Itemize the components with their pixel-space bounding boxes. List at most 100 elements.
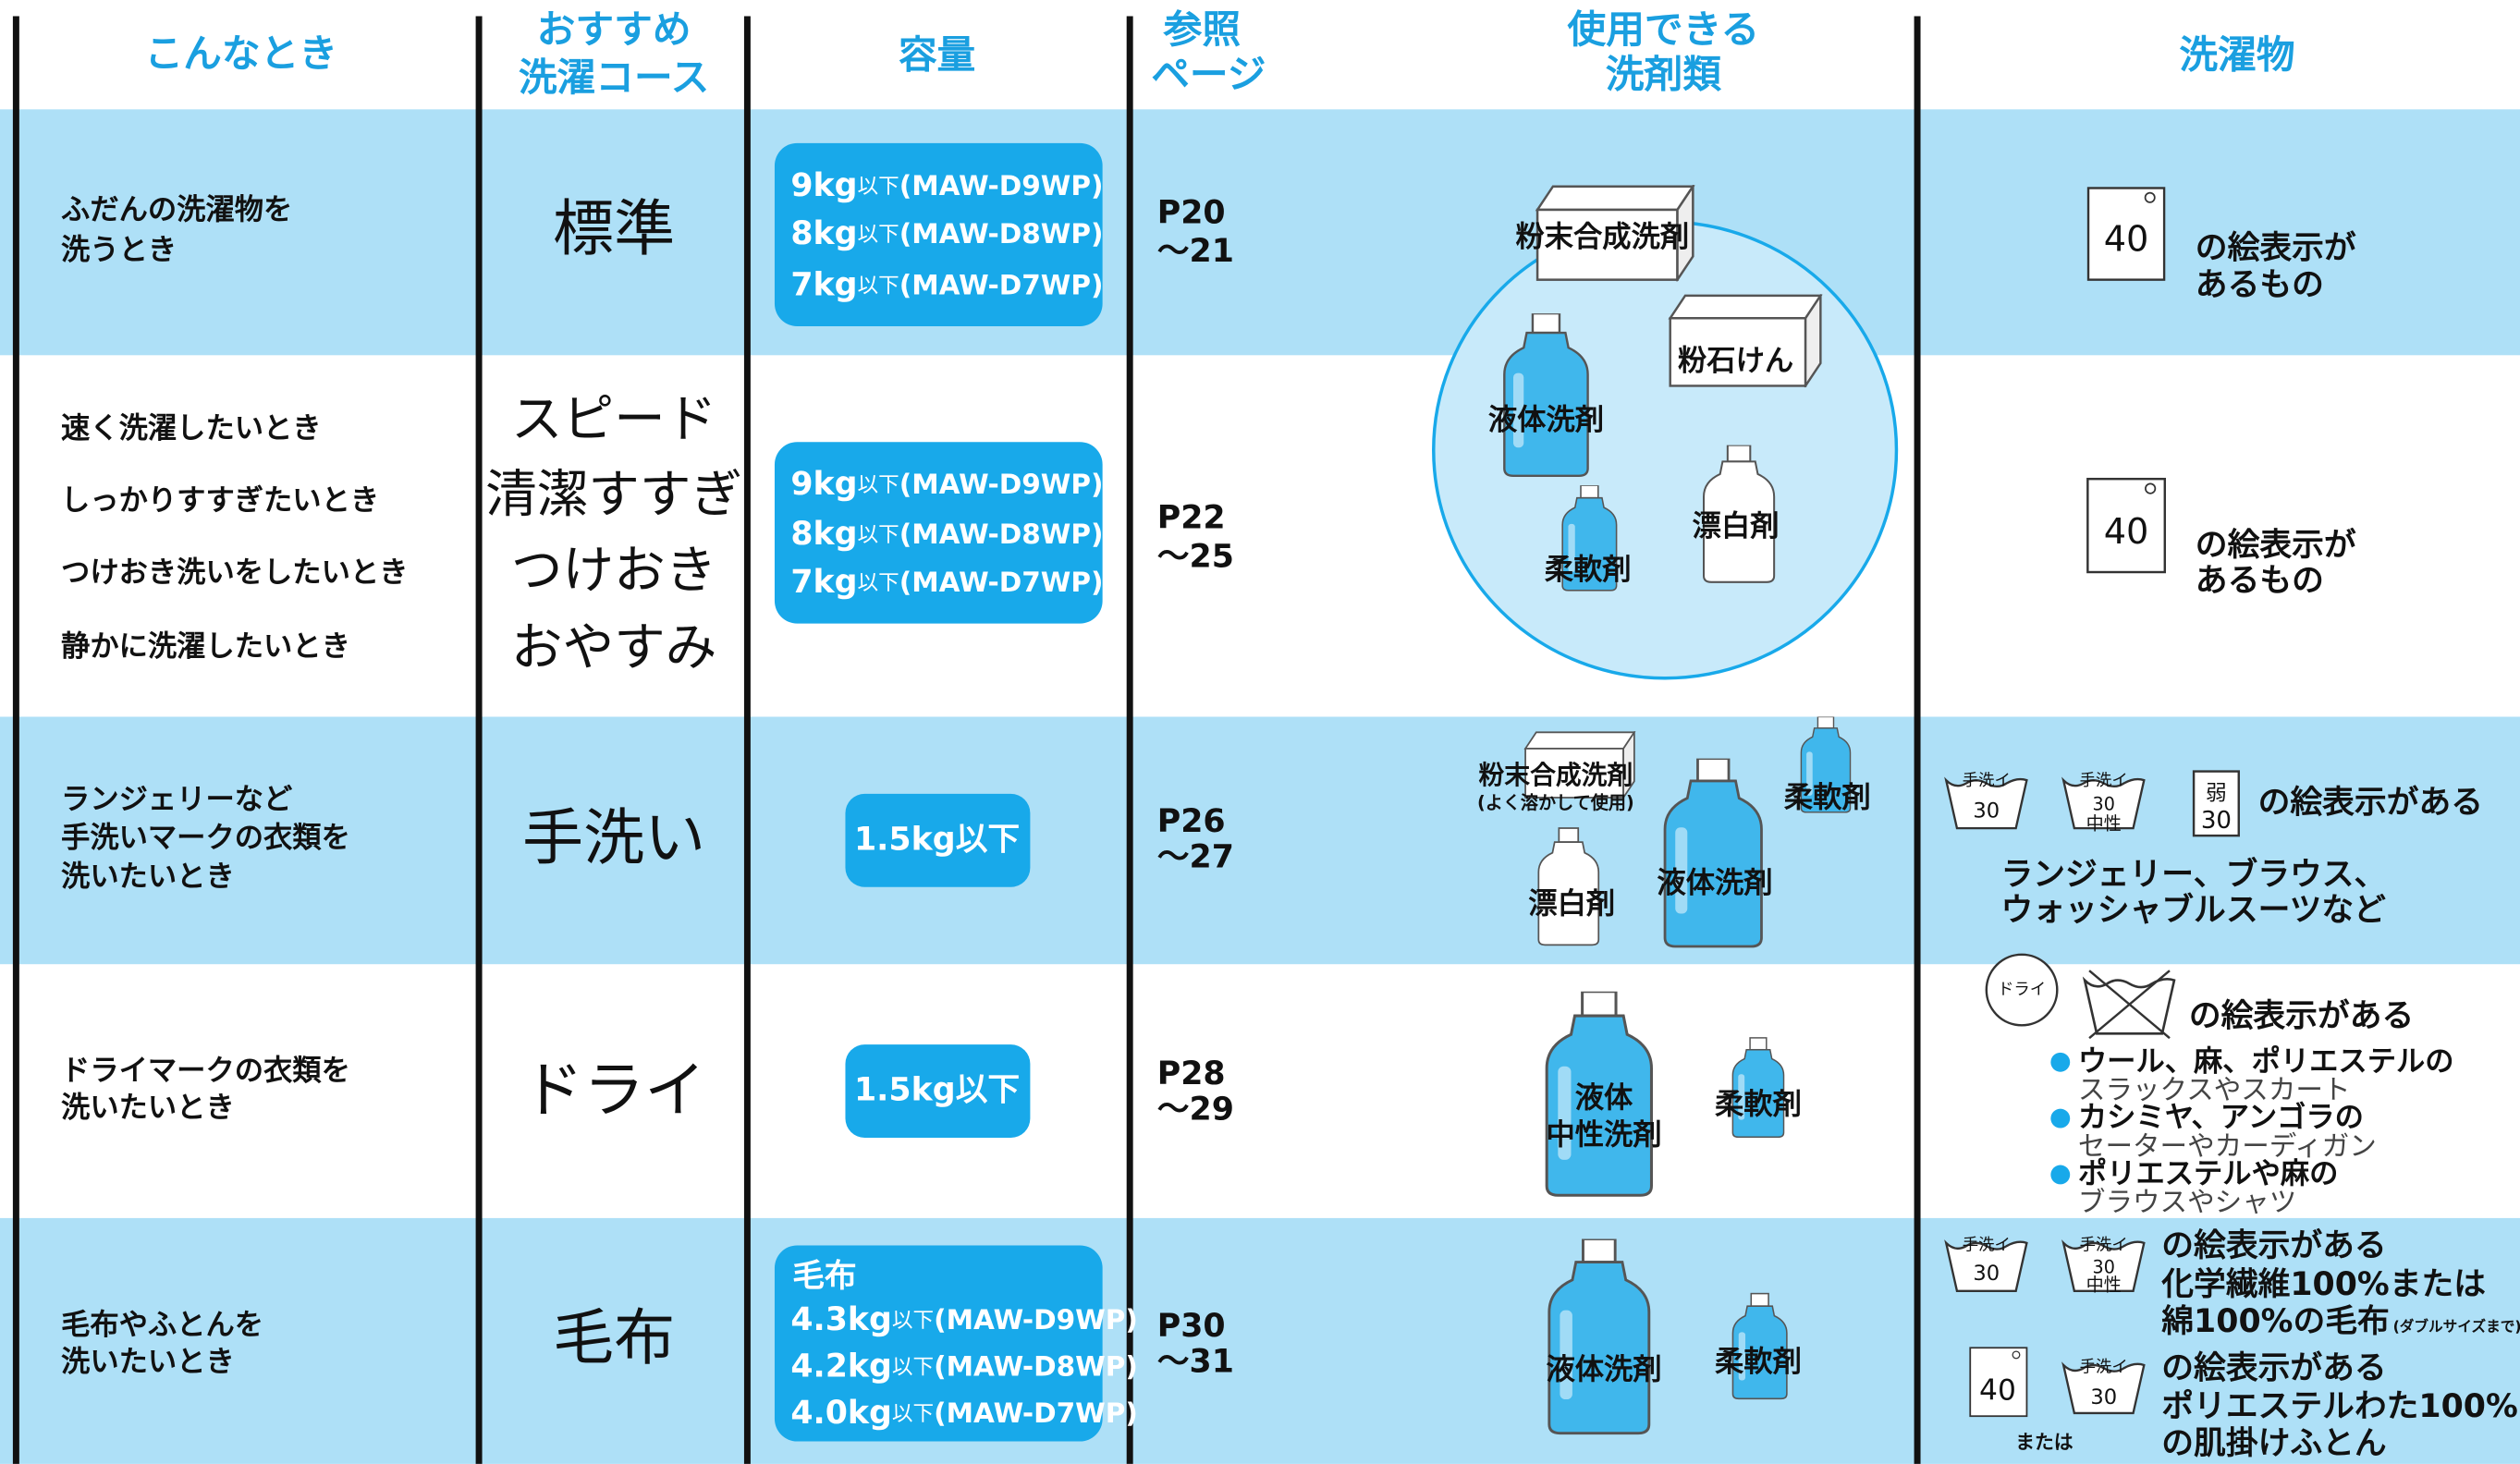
capacity-line: 4.2kg以下(MAW-D8WP): [790, 1348, 1138, 1385]
course: おやすみ: [511, 617, 717, 677]
amount: 4.0kg: [790, 1395, 892, 1432]
model: (MAW-D7WP): [899, 269, 1104, 300]
header: 洗剤類: [1606, 52, 1721, 97]
capacity-box: [845, 793, 1031, 887]
situation: 洗いたいとき: [61, 860, 235, 893]
amount: 8kg: [790, 516, 857, 553]
symbol-text: 30: [1973, 799, 2000, 824]
garment: スラックスやスカート: [2078, 1074, 2351, 1105]
model: (MAW-D8WP): [899, 217, 1104, 249]
amount: 9kg: [790, 167, 857, 204]
amount: 7kg: [790, 267, 857, 304]
amount: 9kg: [790, 466, 857, 503]
course: ドライ: [522, 1055, 705, 1126]
laundry-text: ポリエステルわた100%: [2161, 1387, 2518, 1425]
fabric: ポリエステルや麻の: [2078, 1157, 2339, 1190]
page-ref: ～21: [1157, 233, 1234, 270]
detergent: 液体: [1575, 1081, 1633, 1115]
detergent: 粉末合成洗剤: [1515, 220, 1689, 253]
symbol-text: 中性: [2086, 1274, 2122, 1295]
detergent: 液体洗剤: [1546, 1353, 1661, 1386]
page-ref: P30: [1157, 1308, 1226, 1345]
model: (MAW-D8WP): [934, 1350, 1138, 1382]
course: 毛布: [553, 1302, 675, 1373]
capacity-box: [774, 1245, 1103, 1442]
unit: 以下: [858, 174, 899, 198]
situation: 洗いたいとき: [61, 1092, 235, 1125]
amount: 7kg: [790, 564, 857, 601]
capacity-line: 8kg以下(MAW-D8WP): [790, 516, 1103, 553]
capacity-line: 9kg以下(MAW-D9WP): [790, 167, 1103, 204]
laundry-text: の絵表示がある: [2258, 784, 2483, 821]
garment: ブラウスやシャツ: [2078, 1187, 2296, 1218]
header: 洗濯物: [2179, 32, 2294, 78]
page-ref: ～25: [1157, 538, 1234, 575]
laundry-text: 綿100%の毛布: [2161, 1303, 2389, 1340]
page-ref: P28: [1157, 1055, 1226, 1092]
unit: 以下: [858, 523, 899, 547]
capacity-box: [845, 1044, 1031, 1138]
unit: 以下: [858, 222, 899, 246]
course: 清潔すすぎ: [485, 465, 742, 525]
model: (MAW-D9WP): [899, 169, 1104, 201]
situation: 洗いたいとき: [61, 1345, 235, 1378]
symbol-text: 30: [2201, 807, 2232, 835]
capacity-line: 1.5kg以下: [854, 821, 1020, 858]
page-ref: P26: [1157, 803, 1226, 840]
model: (MAW-D7WP): [899, 567, 1104, 598]
amount: 4.2kg: [790, 1348, 892, 1385]
situation: ドライマークの衣類を: [61, 1055, 350, 1088]
capacity-line: 1.5kg以下: [854, 1072, 1020, 1109]
bullet: [2050, 1108, 2071, 1128]
page-ref: ～27: [1157, 838, 1234, 875]
situation: 毛布やふとんを: [61, 1308, 263, 1341]
unit: 以下: [892, 1355, 934, 1379]
weak-symbol: [2192, 770, 2240, 837]
laundry-text: の絵表示がある: [2161, 1349, 2386, 1386]
laundry-text: 化学繊維100%または: [2160, 1266, 2486, 1303]
symbol-text: 手洗イ: [1963, 772, 2011, 790]
symbol-text: 手洗イ: [1963, 1236, 2011, 1254]
detergent: 液体洗剤: [1657, 866, 1772, 899]
laundry-text: あるもの: [2196, 267, 2324, 304]
amount: 8kg: [790, 215, 857, 252]
situation: 速く洗濯したいとき: [61, 411, 322, 445]
header: 容量: [899, 32, 975, 78]
no-wash-symbol: [2083, 978, 2176, 1035]
header: こんなとき: [144, 30, 337, 76]
situation: 静かに洗濯したいとき: [61, 630, 350, 664]
detergent: 粉末合成洗剤: [1478, 760, 1633, 790]
capacity-line: 7kg以下(MAW-D7WP): [790, 564, 1103, 601]
header: 参照: [1163, 6, 1241, 52]
detergent: 柔軟剤: [1545, 553, 1632, 586]
capacity-label: 毛布: [792, 1258, 857, 1295]
connector: または: [2015, 1431, 2073, 1453]
fabric: カシミヤ、アンゴラの: [2078, 1100, 2364, 1134]
symbol-text: 30: [2090, 1385, 2117, 1409]
situation: しっかりすすぎたいとき: [61, 484, 379, 518]
header: 使用できる: [1567, 6, 1759, 52]
laundry-text: あるもの: [2196, 562, 2324, 599]
detergent-note: (よく溶かして使用): [1477, 792, 1634, 813]
symbol-text: 40: [2104, 219, 2149, 260]
symbol-text: 30: [2093, 1256, 2115, 1277]
capacity-box: [774, 442, 1103, 624]
header: ページ: [1151, 52, 1266, 97]
symbol-text: 手洗イ: [2080, 1236, 2128, 1254]
unit: 以下: [858, 473, 899, 497]
symbol-text: 手洗イ: [2080, 1359, 2128, 1377]
row-band: [0, 716, 2520, 965]
model: (MAW-D8WP): [899, 518, 1104, 550]
unit: 以下: [858, 571, 899, 595]
laundry-text: の絵表示がある: [2189, 998, 2414, 1035]
fabric: ウール、麻、ポリエステルの: [2078, 1044, 2454, 1078]
symbol-text: 中性: [2086, 812, 2122, 834]
bullet: [2050, 1052, 2071, 1072]
capacity-line: 9kg以下(MAW-D9WP): [790, 466, 1103, 503]
detergent: 漂白剤: [1693, 509, 1780, 543]
situation: ふだんの洗濯物を: [61, 193, 292, 226]
detergent: 中性洗剤: [1546, 1118, 1661, 1152]
laundry-note: (ダブルサイズまで): [2393, 1318, 2520, 1336]
